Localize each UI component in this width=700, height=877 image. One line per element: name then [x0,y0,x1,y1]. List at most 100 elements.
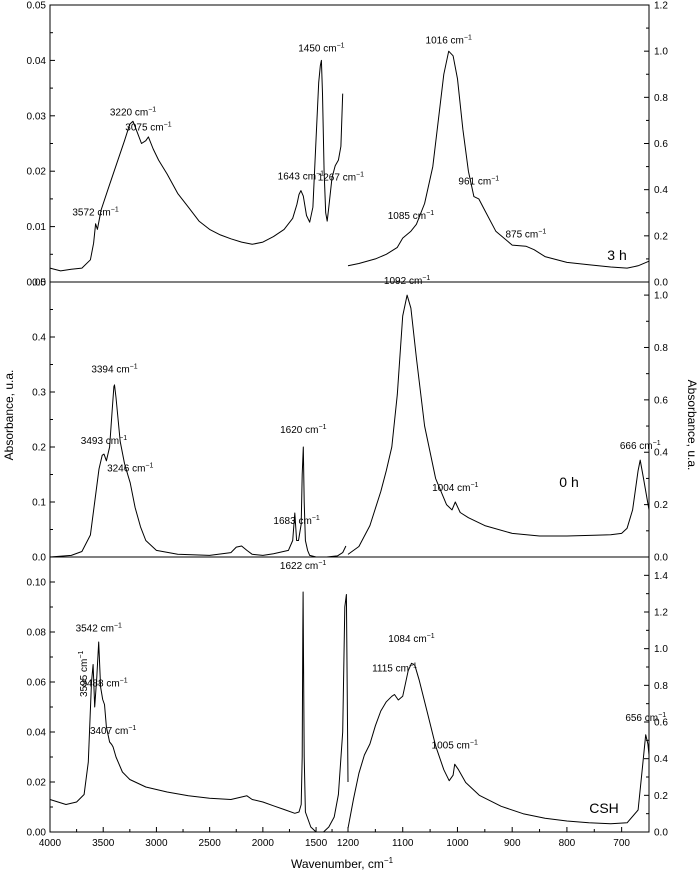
x-tick-label: 2500 [199,838,222,849]
x-tick-label: 800 [559,838,576,849]
peak-annotation-text: 1005 cm [432,740,470,751]
right-y-tick-label: 0.8 [654,681,668,692]
peak-annotation-text: 1016 cm [426,36,464,47]
x-axis-label-text: Wavenumber, cm [291,857,384,871]
x-tick-label: 1000 [446,838,469,849]
right-y-tick-label: 0.4 [654,185,668,196]
peak-annotation: 3493 cm−1 [81,435,127,447]
peak-annotation-text: 3246 cm [107,464,145,475]
peak-annotation-unit: −1 [130,364,138,371]
spectrum-left-segment [49,591,349,833]
peak-annotation: 1004 cm−1 [432,482,478,494]
peak-annotation: 1115 cm−1 [372,662,417,674]
peak-annotation-unit: −1 [464,35,472,42]
right-y-tick-label: 0.0 [654,278,668,289]
peak-annotation-text: 1683 cm [273,516,311,527]
right-y-tick-label: 0.8 [654,343,668,354]
peak-annotation-text: 961 cm [458,176,491,187]
left-y-tick-label: 0.04 [27,728,47,739]
left-y-tick-label: 0.05 [27,1,47,12]
left-y-tick-label: 0.01 [27,222,47,233]
peak-annotation-unit: −1 [426,210,434,217]
peak-annotation: 1622 cm−1 [280,560,326,572]
spectrum-right-segment [347,294,650,555]
peak-annotation-text: 1085 cm [388,211,426,222]
peak-annotation-unit: −1 [491,175,499,182]
spectrum-left-segment [49,59,344,272]
peak-annotation-unit: −1 [470,482,478,489]
peak-annotation-text: 656 cm [625,713,658,724]
peak-annotation-text: 3407 cm [90,726,128,737]
x-axis: 4000 3500 3000 2500 2000 1500 1200 1100 1000 900 8… [39,827,630,849]
peak-annotation-text: 1267 cm [318,172,356,183]
left-y-tick-label: 0.0 [32,553,46,564]
left-y-tick-label: 0.02 [27,167,47,178]
left-y-tick-label: 0.06 [27,678,47,689]
peak-annotation-unit: −1 [318,424,326,431]
peak-annotation-text: 1643 cm [278,171,316,182]
peak-annotation: 656 cm−1 [625,712,666,724]
peak-annotation: 1620 cm−1 [280,424,326,436]
right-y-tick-label: 0.0 [654,553,668,564]
peak-annotation: 3488 cm−1 [81,678,127,690]
peak-annotation-text: 1450 cm [298,43,336,54]
peak-annotation: 3246 cm−1 [107,463,153,475]
right-y-tick-label: 0.6 [654,718,668,729]
right-y-tick-label: 0.6 [654,139,668,150]
panel-frame [49,281,650,558]
peak-annotation: 1683 cm−1 [273,515,319,527]
peak-annotation-text: 1092 cm [384,276,422,287]
peak-annotation-text: 1115 cm [372,663,409,674]
peak-annotation: 3407 cm−1 [90,725,136,737]
peak-annotation: 3595 cm−1 [78,651,90,697]
x-axis-label: Wavenumber, cm−1 [291,856,394,871]
left-y-tick-label: 0.2 [32,443,46,454]
peak-annotation: 961 cm−1 [458,175,499,187]
peak-annotation: 1450 cm−1 [298,42,344,54]
peak-annotation-text: 666 cm [620,441,653,452]
right-y-tick-label: 0.2 [654,231,668,242]
panel-frame [49,4,650,283]
peak-annotation-unit: −1 [128,725,136,732]
peak-annotation-unit: −1 [316,170,324,177]
panel-label: 0 h [559,474,578,490]
right-y-tick-label: 0.2 [654,500,668,511]
right-y-tick-label: 0.8 [654,93,668,104]
peak-annotation-unit: −1 [164,122,172,129]
peak-annotation: 1084 cm−1 [388,633,434,645]
peak-annotation-text: 3572 cm [72,207,110,218]
peak-annotation-text: 3394 cm [91,365,129,376]
peak-annotation-text: 1084 cm [388,634,426,645]
spectrum-right-segment [347,50,650,269]
peak-annotation-unit: −1 [145,463,153,470]
peak-annotation-unit: −1 [422,275,430,282]
peak-annotation-unit: −1 [119,435,127,442]
peak-annotation: 3572 cm−1 [72,206,118,218]
right-y-tick-label: 0.4 [654,448,668,459]
x-tick-label: 1100 [392,838,414,849]
peak-annotation: 1016 cm−1 [426,35,472,47]
peak-annotation-text: 1620 cm [280,425,318,436]
x-tick-label: 900 [504,838,521,849]
peak-annotation: 666 cm−1 [620,440,661,452]
right-y-tick-label: 1.4 [654,571,668,582]
left-y-tick-label: 0.02 [27,778,47,789]
x-axis-label-unit: −1 [384,856,394,865]
right-y-tick-label: 0.6 [654,395,668,406]
left-y-tick-label: 0.1 [32,498,46,509]
right-y-tick-label: 1.2 [654,608,668,619]
x-tick-label: 700 [613,838,630,849]
peak-annotation: 1085 cm−1 [388,210,434,222]
right-y-tick-label: 1.0 [654,47,668,58]
x-tick-label: 3000 [145,838,168,849]
peak-annotation-unit: −1 [120,678,128,685]
peak-annotation-unit: −1 [318,560,326,567]
peak-annotation: 3075 cm−1 [125,122,171,134]
peak-annotation: 1092 cm−1 [384,275,430,287]
right-y-tick-label: 0.2 [654,791,668,802]
panel-label: CSH [589,800,619,816]
right-y-axis-label: Absorbance, u.a. [685,380,699,471]
peak-annotation-text: 3542 cm [76,624,114,635]
left-y-axis-label: Absorbance, u.a. [2,370,16,461]
peak-annotation-unit: −1 [337,42,345,49]
